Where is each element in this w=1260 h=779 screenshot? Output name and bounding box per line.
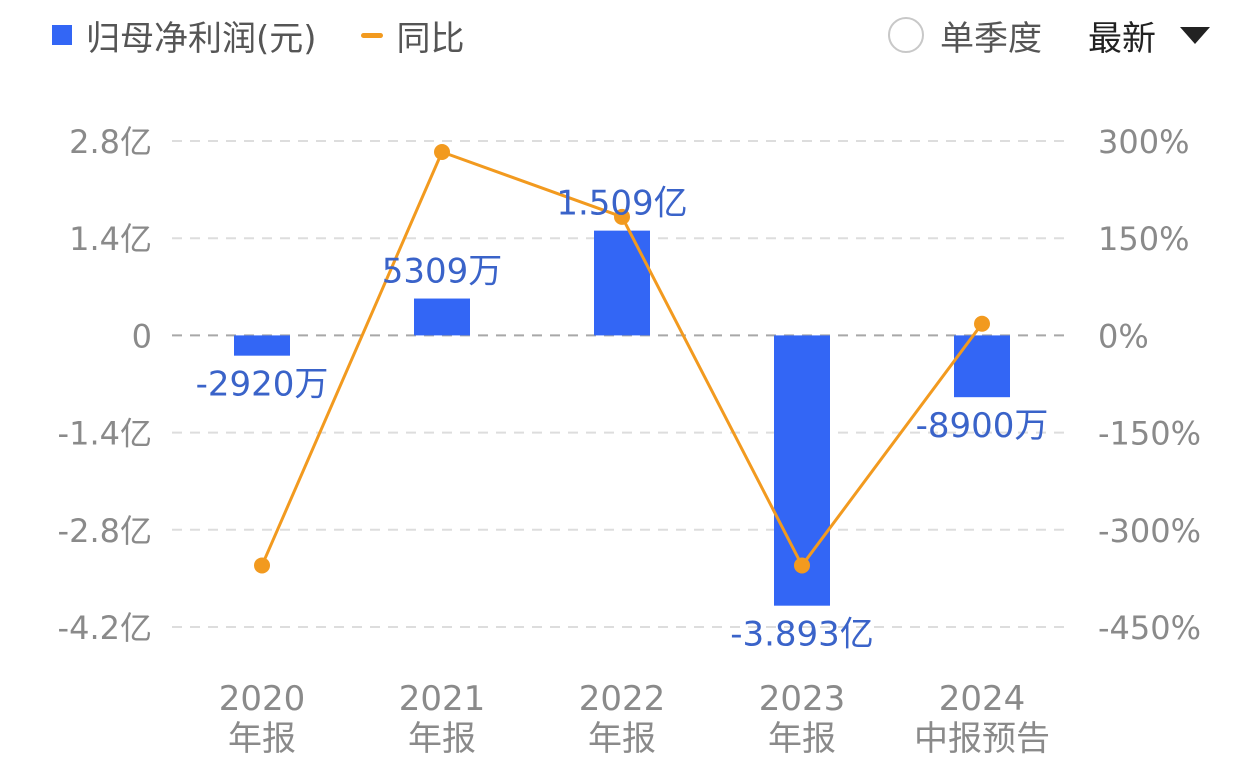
yoy-point <box>614 208 630 225</box>
y-left-tick-label: -2.8亿 <box>58 512 152 550</box>
chart-legend: 归母净利润(元) 同比 <box>52 10 509 60</box>
yoy-point <box>974 315 990 332</box>
x-tick-label: 2022 <box>579 679 666 719</box>
bar <box>414 298 470 336</box>
latest-dropdown[interactable]: 最新 <box>1088 11 1210 60</box>
y-right-tick-label: -300% <box>1098 512 1201 550</box>
legend-item-net-profit[interactable]: 归母净利润(元) <box>52 11 317 60</box>
y-right-tick-label: -450% <box>1098 609 1201 647</box>
bar-value-label: 5309万 <box>382 252 503 292</box>
latest-dropdown-label: 最新 <box>1088 18 1156 59</box>
bar-value-label: -8900万 <box>916 406 1049 446</box>
x-tick-label: 2024 <box>939 679 1026 719</box>
legend-bar-swatch <box>52 25 72 45</box>
caret-down-icon <box>1180 26 1210 44</box>
single-quarter-radio[interactable] <box>888 17 924 53</box>
bar <box>234 335 290 356</box>
x-tick-sublabel: 年报 <box>228 719 296 759</box>
y-left-tick-label: 1.4亿 <box>69 220 152 258</box>
yoy-point <box>794 557 810 574</box>
bar-value-label: 1.509亿 <box>556 184 687 224</box>
x-tick-label: 2021 <box>399 679 486 719</box>
bar <box>594 230 650 336</box>
yoy-point <box>434 144 450 161</box>
legend-line-swatch <box>360 32 383 38</box>
y-right-tick-label: -150% <box>1098 415 1201 453</box>
x-tick-sublabel: 年报 <box>408 719 476 759</box>
bar-value-label: -2920万 <box>196 365 329 405</box>
x-tick-sublabel: 中报预告 <box>914 719 1050 759</box>
y-left-tick-label: 0 <box>132 317 152 355</box>
single-quarter-label[interactable]: 单季度 <box>940 18 1042 59</box>
x-tick-label: 2023 <box>759 679 846 719</box>
y-left-tick-label: -1.4亿 <box>58 415 152 453</box>
yoy-point <box>254 557 270 574</box>
legend-bar-label: 归母净利润(元) <box>86 18 317 59</box>
y-right-tick-label: 150% <box>1098 220 1189 258</box>
bar <box>954 335 1010 398</box>
y-left-tick-label: -4.2亿 <box>58 609 152 647</box>
legend-line-label: 同比 <box>396 18 465 59</box>
x-tick-sublabel: 年报 <box>588 719 656 759</box>
y-right-tick-label: 300% <box>1098 123 1189 161</box>
x-tick-sublabel: 年报 <box>768 719 836 759</box>
x-tick-label: 2020 <box>219 679 306 719</box>
chart-controls: 单季度 最新 <box>888 10 1210 60</box>
legend-item-yoy[interactable]: 同比 <box>360 11 465 60</box>
y-left-tick-label: 2.8亿 <box>69 123 152 161</box>
y-right-tick-label: 0% <box>1098 317 1149 355</box>
bar-value-label: -3.893亿 <box>730 615 874 655</box>
